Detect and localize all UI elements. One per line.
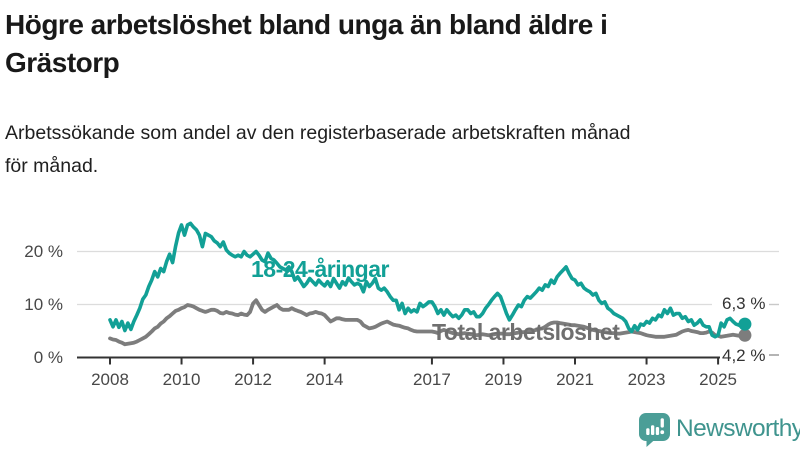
- youth-line: [108, 221, 747, 339]
- total-series-label: Total arbetslöshet: [432, 319, 620, 345]
- x-tick-label: 2010: [162, 370, 201, 389]
- x-tick-label: 2014: [305, 370, 344, 389]
- page-title-line1: Högre arbetslöshet bland unga än bland ä…: [5, 9, 608, 40]
- y-tick-label: 20 %: [24, 242, 63, 261]
- youth-series-label: 18-24-åringar: [251, 256, 389, 282]
- x-tick-label: 2012: [234, 370, 272, 389]
- x-tick-label: 2025: [699, 370, 737, 389]
- x-tick-label: 2017: [413, 370, 451, 389]
- page-title-line2: Grästorp: [5, 47, 120, 78]
- x-axis-tick-marks: [109, 357, 720, 365]
- page-title: Högre arbetslöshet bland unga än bland ä…: [5, 6, 796, 82]
- exclamation-dot: [660, 430, 665, 435]
- brand-wordmark: Newsworthy: [676, 415, 800, 442]
- bar-3: [655, 427, 660, 435]
- bar-2: [651, 425, 655, 435]
- youth-end-dot: [738, 317, 752, 331]
- chart-subtitle-line2: för månad.: [5, 155, 99, 177]
- exclamation-bar: [660, 418, 664, 428]
- x-tick-label: 2008: [91, 370, 129, 389]
- y-tick-label: 0 %: [33, 348, 63, 367]
- x-axis: [77, 356, 724, 365]
- x-tick-label: 2023: [627, 370, 666, 389]
- newsworthy-chart-bubble-icon: [639, 413, 670, 447]
- x-tick-label: 2021: [556, 370, 594, 389]
- youth-end-value-label: 6,3 %: [720, 294, 768, 314]
- chart-subtitle: Arbetssökande som andel av den registerb…: [5, 117, 695, 183]
- total-end-dot: [738, 328, 752, 342]
- total-end-value-label: 4,2 %: [720, 346, 768, 366]
- bar-1: [646, 428, 650, 435]
- y-tick-label: 10 %: [24, 295, 63, 314]
- x-tick-label: 2019: [484, 370, 523, 389]
- chart-subtitle-line1: Arbetssökande som andel av den registerb…: [5, 122, 631, 144]
- total-line: [108, 298, 747, 347]
